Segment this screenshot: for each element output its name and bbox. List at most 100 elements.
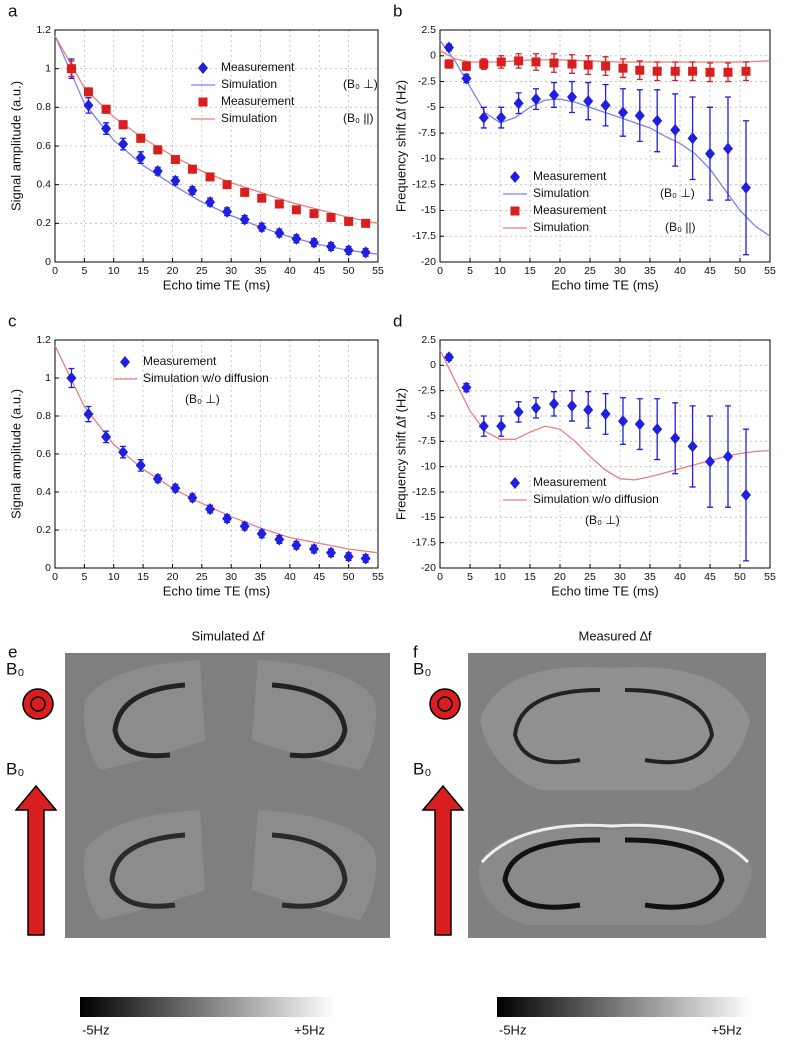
x-axis-label: Echo time TE (ms)	[163, 277, 270, 292]
legend: Measurement Simulation w/o diffusion (B₀ ⊥…	[113, 354, 269, 406]
colorbar-max: +5Hz	[294, 1022, 325, 1037]
x-tick-label: 10	[108, 265, 120, 277]
x-tick-label: 35	[255, 265, 267, 277]
marker	[344, 216, 354, 226]
marker	[360, 246, 371, 259]
marker	[240, 187, 250, 197]
y-tick-label: 2.5	[421, 24, 436, 36]
x-tick-label: 20	[167, 265, 179, 277]
marker	[618, 106, 628, 119]
y-tick-label: -5	[427, 101, 436, 113]
marker	[153, 145, 163, 155]
annotation: (B₀ ⊥)	[185, 392, 220, 406]
x-tick-label: 25	[196, 265, 208, 277]
panel-letter: c	[8, 311, 17, 330]
marker	[222, 180, 232, 190]
x-tick-label: 45	[313, 265, 325, 277]
legend-label: Simulation	[221, 111, 277, 125]
x-tick-label: 55	[764, 265, 776, 277]
marker	[83, 408, 94, 421]
marker	[670, 124, 681, 137]
marker	[670, 66, 680, 76]
marker	[600, 99, 611, 112]
y-axis-label: Frequency shift ∆f (Hz)	[393, 388, 408, 520]
marker	[291, 205, 301, 215]
marker	[531, 57, 541, 67]
x-tick-label: 50	[343, 571, 355, 583]
marker	[198, 97, 208, 107]
x-tick-label: 40	[674, 265, 686, 277]
plot-frame	[439, 339, 771, 569]
marker	[705, 455, 715, 468]
sim-brain	[84, 660, 376, 920]
x-tick-label: 55	[372, 571, 384, 583]
marker	[567, 59, 577, 69]
marker	[583, 60, 593, 70]
marker	[291, 232, 302, 245]
marker	[496, 57, 506, 67]
marker	[326, 213, 336, 223]
marker	[343, 244, 354, 257]
field-label: B₀	[413, 659, 431, 678]
x-tick-label: 0	[437, 571, 443, 583]
panel-title: Measured ∆f	[579, 628, 652, 643]
x-tick-label: 40	[284, 571, 296, 583]
x-tick-label: 10	[494, 265, 506, 277]
marker	[688, 66, 698, 76]
x-tick-label: 15	[524, 265, 536, 277]
panel-letter: f	[413, 642, 418, 661]
x-tick-label: 50	[734, 265, 746, 277]
marker	[634, 109, 645, 122]
x-tick-label: 30	[614, 265, 626, 277]
marker	[360, 552, 371, 565]
y-tick-label: -15	[421, 511, 436, 523]
y-tick-label: 2.5	[421, 334, 436, 346]
legend-label: Simulation w/o diffusion	[533, 492, 659, 506]
y-tick-label: -10	[421, 460, 436, 472]
marker	[239, 213, 250, 226]
marker	[513, 405, 524, 418]
marker	[723, 450, 733, 463]
x-tick-label: 45	[704, 571, 716, 583]
marker	[326, 240, 337, 253]
field-label: B₀	[6, 659, 24, 678]
marker	[670, 432, 681, 445]
y-tick-label: 1.2	[36, 24, 51, 36]
marker	[478, 111, 489, 124]
x-axis-label: Echo time TE (ms)	[551, 583, 658, 598]
marker	[83, 87, 93, 97]
marker	[652, 423, 663, 436]
marker	[170, 482, 181, 495]
marker	[291, 539, 302, 552]
marker	[343, 550, 354, 563]
marker	[741, 489, 751, 502]
marker	[510, 171, 520, 183]
marker	[531, 401, 541, 414]
marker	[549, 397, 559, 410]
marker	[326, 546, 337, 559]
legend: Measurement Simulation w/o diffusion (B₀ ⊥…	[503, 475, 659, 527]
marker	[135, 151, 146, 164]
marker	[549, 88, 559, 101]
y-tick-label: -20	[421, 256, 436, 268]
marker	[567, 91, 577, 104]
marker	[118, 120, 128, 130]
marker	[152, 165, 163, 178]
legend-label: Measurement	[533, 169, 607, 183]
x-tick-label: 5	[81, 571, 87, 583]
y-tick-label: 0.6	[36, 448, 51, 460]
y-tick-label: 0	[430, 50, 436, 62]
marker	[274, 199, 284, 209]
field-label: B₀	[6, 759, 24, 778]
y-tick-label: -12.5	[412, 486, 436, 498]
x-tick-label: 10	[108, 571, 120, 583]
legend-label: Simulation w/o diffusion	[143, 371, 269, 385]
marker	[118, 138, 129, 151]
marker	[600, 407, 611, 420]
y-axis-label: Frequency shift ∆f (Hz)	[393, 80, 408, 212]
marker	[444, 59, 454, 69]
marker	[205, 196, 216, 209]
x-tick-label: 20	[554, 571, 566, 583]
x-tick-label: 45	[704, 265, 716, 277]
